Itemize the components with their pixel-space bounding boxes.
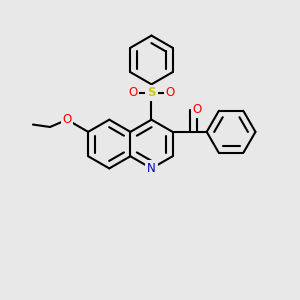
Text: O: O (62, 113, 72, 126)
Text: O: O (129, 86, 138, 99)
Text: N: N (147, 162, 156, 175)
Text: O: O (165, 86, 174, 99)
Text: S: S (147, 86, 156, 99)
Text: O: O (192, 103, 202, 116)
